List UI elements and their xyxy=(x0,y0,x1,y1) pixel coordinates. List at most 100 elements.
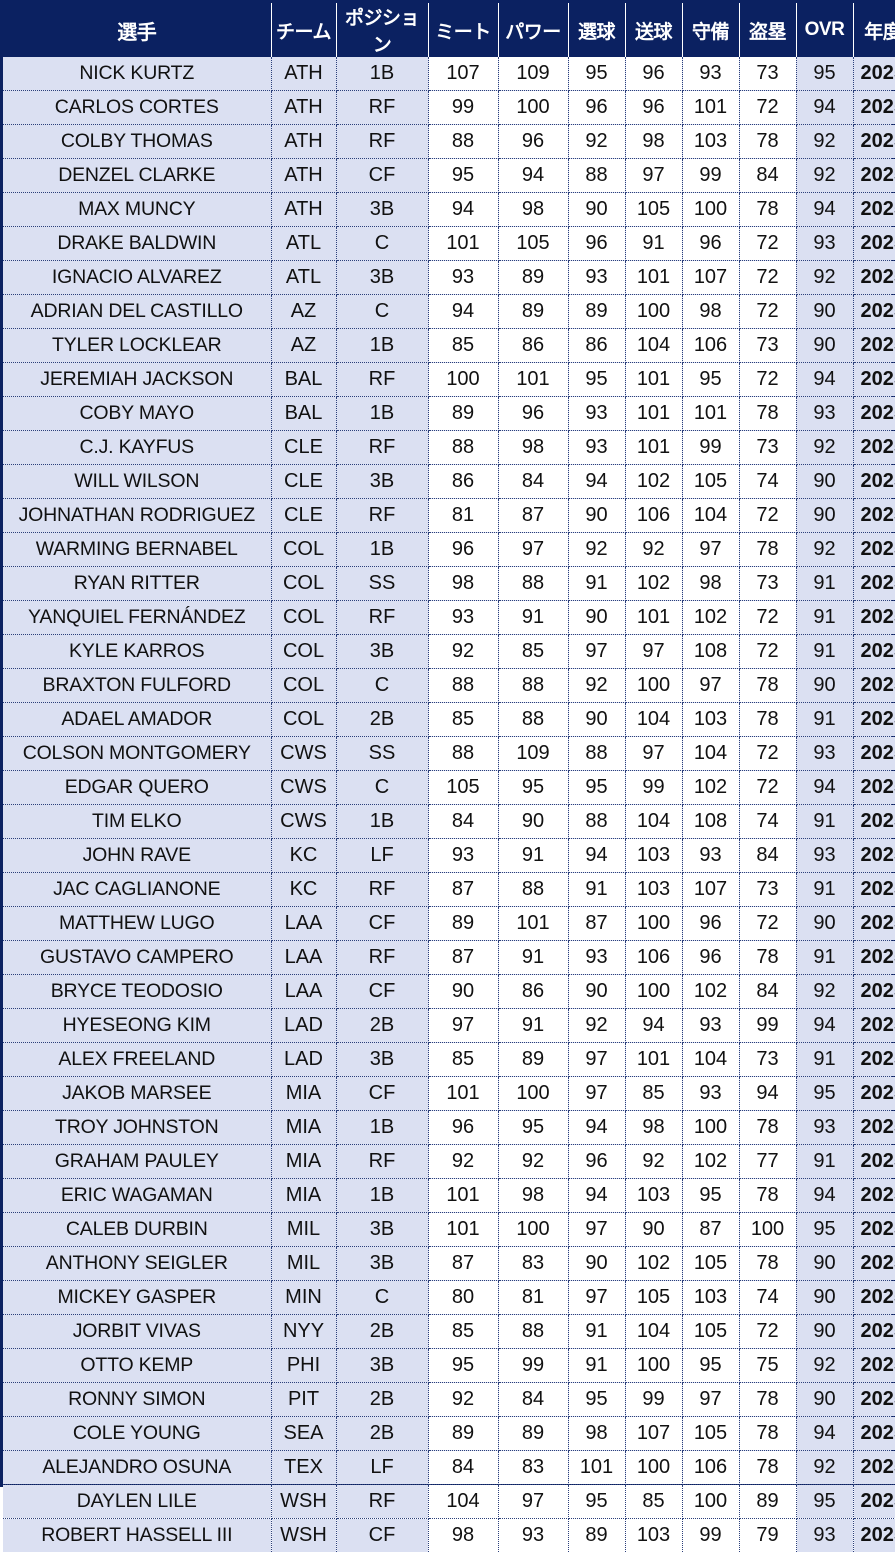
cell-year: 2025 xyxy=(853,737,895,771)
cell-speed: 75 xyxy=(739,1349,796,1383)
cell-arm: 105 xyxy=(625,193,682,227)
cell-year: 2025 xyxy=(853,1281,895,1315)
cell-ovr: 91 xyxy=(796,805,853,839)
cell-power: 88 xyxy=(498,567,568,601)
cell-year: 2025 xyxy=(853,703,895,737)
cell-ovr: 94 xyxy=(796,193,853,227)
table-row[interactable]: CALEB DURBINMIL3B101100979087100952025 xyxy=(3,1213,895,1247)
table-row[interactable]: GUSTAVO CAMPEROLAARF8791931069678912025 xyxy=(3,941,895,975)
table-row[interactable]: TYLER LOCKLEARAZ1B85868610410673902025 xyxy=(3,329,895,363)
table-row[interactable]: COLE YOUNGSEA2B89899810710578942025 xyxy=(3,1417,895,1451)
table-row[interactable]: BRAXTON FULFORDCOLC8888921009778902025 xyxy=(3,669,895,703)
table-row[interactable]: ERIC WAGAMANMIA1B10198941039578942025 xyxy=(3,1179,895,1213)
cell-eye: 89 xyxy=(568,1519,625,1552)
cell-fielding: 93 xyxy=(682,1077,739,1111)
column-header-position[interactable]: ポジション xyxy=(336,3,428,57)
column-header-arm[interactable]: 送球 xyxy=(625,3,682,57)
table-row[interactable]: IGNACIO ALVAREZATL3B93899310110772922025 xyxy=(3,261,895,295)
column-header-contact[interactable]: ミート xyxy=(428,3,498,57)
table-row[interactable]: MICKEY GASPERMINC80819710510374902025 xyxy=(3,1281,895,1315)
cell-ovr: 93 xyxy=(796,397,853,431)
player-stats-table: 選手 チーム ポジション ミート パワー 選球 送球 守備 盗塁 OVR 年度 … xyxy=(3,3,895,1552)
cell-ovr: 92 xyxy=(796,1349,853,1383)
table-row[interactable]: TIM ELKOCWS1B84908810410874912025 xyxy=(3,805,895,839)
column-header-fielding[interactable]: 守備 xyxy=(682,3,739,57)
cell-contact: 101 xyxy=(428,1213,498,1247)
column-header-ovr[interactable]: OVR xyxy=(796,3,853,57)
column-header-year[interactable]: 年度 xyxy=(853,3,895,57)
table-row[interactable]: DRAKE BALDWINATLC10110596919672932025 xyxy=(3,227,895,261)
cell-year: 2025 xyxy=(853,397,895,431)
table-row[interactable]: HYESEONG KIMLAD2B979192949399942025 xyxy=(3,1009,895,1043)
cell-power: 93 xyxy=(498,1519,568,1552)
table-row[interactable]: RONNY SIMONPIT2B928495999778902025 xyxy=(3,1383,895,1417)
cell-power: 98 xyxy=(498,1179,568,1213)
cell-team: KC xyxy=(271,873,336,907)
cell-team: CWS xyxy=(271,771,336,805)
table-row[interactable]: KYLE KARROSCOL3B9285979710872912025 xyxy=(3,635,895,669)
column-header-name[interactable]: 選手 xyxy=(3,3,271,57)
cell-year: 2025 xyxy=(853,363,895,397)
table-row[interactable]: ALEX FREELANDLAD3B85899710110473912025 xyxy=(3,1043,895,1077)
cell-team: MIL xyxy=(271,1247,336,1281)
column-header-power[interactable]: パワー xyxy=(498,3,568,57)
cell-year: 2025 xyxy=(853,1315,895,1349)
table-row[interactable]: JOHN RAVEKCLF9391941039384932025 xyxy=(3,839,895,873)
cell-speed: 72 xyxy=(739,91,796,125)
table-row[interactable]: OTTO KEMPPHI3B9599911009575922025 xyxy=(3,1349,895,1383)
table-row[interactable]: DAYLEN LILEWSHRF10497958510089952025 xyxy=(3,1485,895,1519)
table-row[interactable]: RYAN RITTERCOLSS9888911029873912025 xyxy=(3,567,895,601)
cell-eye: 90 xyxy=(568,601,625,635)
cell-position: C xyxy=(336,227,428,261)
cell-player-name: MICKEY GASPER xyxy=(3,1281,271,1315)
cell-ovr: 90 xyxy=(796,1383,853,1417)
table-row[interactable]: WILL WILSONCLE3B86849410210574902025 xyxy=(3,465,895,499)
table-row[interactable]: COBY MAYOBAL1B89969310110178932025 xyxy=(3,397,895,431)
cell-team: AZ xyxy=(271,295,336,329)
cell-contact: 85 xyxy=(428,1315,498,1349)
cell-arm: 85 xyxy=(625,1485,682,1519)
table-row[interactable]: ANTHONY SEIGLERMIL3B87839010210578902025 xyxy=(3,1247,895,1281)
table-row[interactable]: BRYCE TEODOSIOLAACF90869010010284922025 xyxy=(3,975,895,1009)
column-header-eye[interactable]: 選球 xyxy=(568,3,625,57)
cell-position: 1B xyxy=(336,805,428,839)
cell-ovr: 94 xyxy=(796,91,853,125)
cell-speed: 89 xyxy=(739,1485,796,1519)
table-row[interactable]: JAKOB MARSEEMIACF10110097859394952025 xyxy=(3,1077,895,1111)
table-row[interactable]: JORBIT VIVASNYY2B85889110410572902025 xyxy=(3,1315,895,1349)
cell-player-name: COLBY THOMAS xyxy=(3,125,271,159)
cell-contact: 93 xyxy=(428,261,498,295)
table-row[interactable]: ADAEL AMADORCOL2B85889010410378912025 xyxy=(3,703,895,737)
column-header-team[interactable]: チーム xyxy=(271,3,336,57)
table-row[interactable]: TROY JOHNSTONMIA1B9695949810078932025 xyxy=(3,1111,895,1145)
table-row[interactable]: MAX MUNCYATH3B94989010510078942025 xyxy=(3,193,895,227)
table-row[interactable]: EDGAR QUEROCWSC10595959910272942025 xyxy=(3,771,895,805)
cell-year: 2025 xyxy=(853,193,895,227)
column-header-speed[interactable]: 盗塁 xyxy=(739,3,796,57)
cell-arm: 94 xyxy=(625,1009,682,1043)
table-row[interactable]: MATTHEW LUGOLAACF89101871009672902025 xyxy=(3,907,895,941)
table-row[interactable]: JAC CAGLIANONEKCRF87889110310773912025 xyxy=(3,873,895,907)
cell-player-name: JOHN RAVE xyxy=(3,839,271,873)
cell-ovr: 90 xyxy=(796,907,853,941)
table-row[interactable]: GRAHAM PAULEYMIARF9292969210277912025 xyxy=(3,1145,895,1179)
table-row[interactable]: WARMING BERNABELCOL1B969792929778922025 xyxy=(3,533,895,567)
cell-position: 3B xyxy=(336,1213,428,1247)
cell-contact: 95 xyxy=(428,159,498,193)
table-row[interactable]: C.J. KAYFUSCLERF8898931019973922025 xyxy=(3,431,895,465)
table-row[interactable]: NICK KURTZATH1B10710995969373952025 xyxy=(3,57,895,91)
cell-contact: 88 xyxy=(428,431,498,465)
table-row[interactable]: DENZEL CLARKEATHCF959488979984922025 xyxy=(3,159,895,193)
cell-contact: 88 xyxy=(428,125,498,159)
cell-contact: 85 xyxy=(428,329,498,363)
table-row[interactable]: CARLOS CORTESATHRF99100969610172942025 xyxy=(3,91,895,125)
cell-contact: 99 xyxy=(428,91,498,125)
table-row[interactable]: COLBY THOMASATHRF8896929810378922025 xyxy=(3,125,895,159)
